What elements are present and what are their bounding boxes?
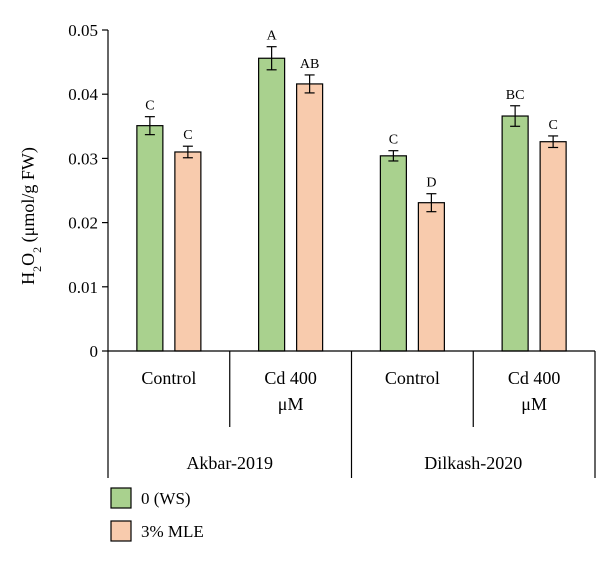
bar [136, 125, 164, 352]
y-tick-label: 0 [90, 342, 99, 361]
legend-swatch [110, 520, 132, 542]
significance-letter: C [183, 128, 192, 143]
y-tick-label: 0.04 [68, 85, 98, 104]
legend-label: 3% MLE [141, 522, 204, 541]
x-axis: Control Cd 400 μM Akbar-2019 Control Cd 400 μM… [107, 350, 596, 478]
y-tick-label: 0.05 [68, 21, 98, 40]
legend-label: 0 (WS) [141, 489, 191, 508]
bar [296, 83, 324, 352]
group-label: Akbar-2019 [186, 453, 273, 473]
category-label: Cd 400 [508, 368, 561, 388]
significance-letter: C [389, 133, 398, 148]
bar [501, 115, 529, 352]
bar [379, 155, 407, 352]
y-tick-label: 0.01 [68, 278, 98, 297]
significance-letter: D [426, 176, 436, 191]
legend: 0 (WS) 3% MLE [110, 487, 204, 542]
y-axis: 0 0.01 0.02 0.03 0.04 0.05 [68, 21, 109, 361]
significance-letter: AB [300, 57, 319, 72]
group-label: Dilkash-2020 [424, 453, 522, 473]
bar [539, 141, 567, 352]
bars: C A C BC C AB D C [136, 29, 567, 352]
legend-swatch [110, 487, 132, 509]
category-label: Cd 400 [264, 368, 317, 388]
category-label: Control [141, 368, 196, 388]
bar [174, 151, 202, 352]
significance-letter: BC [506, 88, 525, 103]
y-axis-label: H2O2 (μmol/g FW) [18, 147, 44, 285]
category-label-line2: μM [521, 394, 547, 414]
significance-letter: A [267, 29, 278, 44]
significance-letter: C [145, 99, 154, 114]
bar [417, 202, 445, 352]
significance-letter: C [548, 118, 557, 133]
category-label: Control [385, 368, 440, 388]
bar [258, 57, 286, 352]
y-tick-label: 0.02 [68, 214, 98, 233]
y-tick-label: 0.03 [68, 149, 98, 168]
category-label-line2: μM [278, 394, 304, 414]
